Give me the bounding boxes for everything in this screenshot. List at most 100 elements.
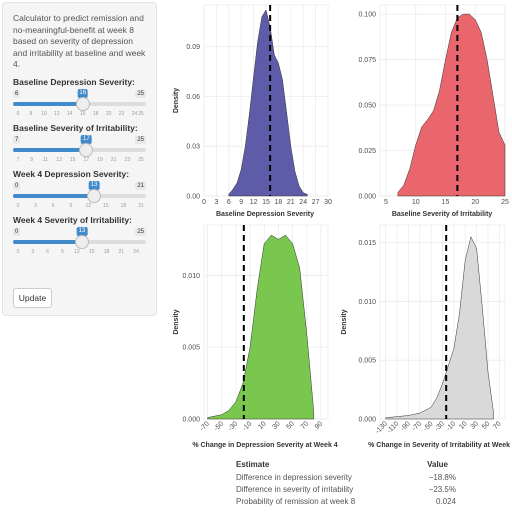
y-tick-label: 0.000 xyxy=(182,417,200,424)
slider-tick-label: 23 xyxy=(124,156,131,163)
slider-max-label: 25 xyxy=(135,227,146,236)
slider-min-label: 0 xyxy=(13,181,21,190)
y-tick-label: 0.010 xyxy=(358,299,376,306)
slider-tick-label: 22 xyxy=(118,110,125,117)
slider-tick-label: 0 xyxy=(16,248,20,255)
x-tick-label: -50 xyxy=(422,420,434,432)
update-button[interactable]: Update xyxy=(13,288,52,308)
x-tick-label: 10 xyxy=(412,199,420,206)
slider-min-label: 7 xyxy=(13,135,21,144)
x-tick-label: -50 xyxy=(213,420,225,432)
slider-tick-label: 6 xyxy=(16,110,20,117)
slider-tick-label: 25 xyxy=(138,110,144,117)
slider-tick-label: 15 xyxy=(89,248,95,255)
table-row: Difference in severity of irritability −… xyxy=(236,484,456,496)
slider-label: Week 4 Severity of Irritability: xyxy=(13,214,132,225)
x-tick-label: -10 xyxy=(241,420,253,432)
header-estimate: Estimate xyxy=(236,460,270,469)
density-area xyxy=(397,13,506,197)
y-tick-label: 0.015 xyxy=(358,240,376,247)
slider-1[interactable]: Baseline Severity of Irritability: 7 25 17 7… xyxy=(13,123,146,169)
x-tick-label: 90 xyxy=(314,420,325,431)
slider-tick-label: 20 xyxy=(105,110,112,117)
y-tick-label: 0.000 xyxy=(358,194,376,201)
x-tick-label: 30 xyxy=(324,199,332,206)
slider-handle[interactable] xyxy=(75,96,90,111)
slider-tick-label: 9 xyxy=(69,202,73,209)
y-tick-label: 0.005 xyxy=(358,358,376,365)
density-plot-1: 0.000 0.025 0.050 0.075 0.100 5 10 15 20 25 Baseli… xyxy=(358,4,509,218)
slider-tick-label: 7 xyxy=(16,156,20,163)
slider-tick-label: 9 xyxy=(30,156,34,163)
slider-group: Baseline Depression Severity: 6 25 16 6 8 10 12… xyxy=(13,77,146,261)
slider-label: Week 4 Depression Severity: xyxy=(13,168,130,179)
y-axis-title: Density xyxy=(341,309,348,334)
slider-0[interactable]: Baseline Depression Severity: 6 25 16 6 8 10 12… xyxy=(13,77,146,123)
slider-tick-label: 14 xyxy=(67,110,73,117)
slider-tick-label: 17 xyxy=(83,156,90,163)
slider-tick-label: 21 xyxy=(110,156,117,163)
x-tick-label: -110 xyxy=(386,420,401,435)
slider-3[interactable]: Week 4 Severity of Irritability: 0 25 13 0 3 6… xyxy=(13,215,146,261)
slider-tick-label: 15 xyxy=(69,156,76,163)
slider-tick-label: 12 xyxy=(54,110,60,117)
x-tick-label: 6 xyxy=(227,199,231,206)
slider-fill xyxy=(13,101,83,106)
x-tick-label: -10 xyxy=(445,420,457,432)
x-tick-label: 50 xyxy=(481,420,492,431)
slider-tick-label: 12 xyxy=(74,248,80,255)
slider-tick-label: 15 xyxy=(103,202,109,209)
slider-tick-label: 13 xyxy=(56,156,62,163)
x-tick-label: 15 xyxy=(442,199,450,206)
x-tick-label: 18 xyxy=(275,199,283,206)
x-tick-label: 10 xyxy=(257,420,268,431)
slider-value-label: 17 xyxy=(80,134,92,144)
slider-tick-label: 10 xyxy=(41,110,47,117)
table-header: Estimate Value xyxy=(236,460,456,469)
density-area xyxy=(207,234,315,420)
slider-max-label: 25 xyxy=(135,89,146,98)
x-tick-label: 20 xyxy=(471,199,479,206)
y-tick-label: 0.000 xyxy=(358,417,376,424)
x-tick-label: 9 xyxy=(239,199,243,206)
slider-tick-label: 24 xyxy=(133,248,139,255)
slider-2[interactable]: Week 4 Depression Severity: 0 21 13 0 3 6 9 12 15… xyxy=(13,169,146,215)
density-plots: 0.00 0.03 0.06 0.09 0 3 6 9 12 15 18 21 24 27 30 Baseli… xyxy=(173,4,512,449)
slider-handle[interactable] xyxy=(87,188,102,203)
row-estimate: Difference in depression severity xyxy=(236,473,352,482)
x-tick-label: 12 xyxy=(250,199,258,206)
slider-tick-label: 8 xyxy=(29,110,33,117)
y-tick-label: 0.100 xyxy=(358,12,376,19)
y-tick-label: 0.09 xyxy=(186,44,200,51)
x-tick-label: 30 xyxy=(271,420,282,431)
slider-fill xyxy=(13,193,95,198)
slider-ticks: 6 8 10 12 14 16 18 20 22 24 25 xyxy=(13,111,146,121)
x-axis-title: Baseline Depression Severity xyxy=(216,211,314,218)
slider-handle[interactable] xyxy=(74,234,89,249)
slider-tick-label: 16 xyxy=(79,110,86,117)
x-tick-label: 15 xyxy=(262,199,270,206)
x-tick-label: 50 xyxy=(286,420,297,431)
x-tick-label: 30 xyxy=(470,420,481,431)
x-tick-label: -70 xyxy=(411,420,423,432)
x-tick-label: 70 xyxy=(492,420,503,431)
sidebar-panel: Calculator to predict remission and no-m… xyxy=(2,2,157,316)
slider-tick-label: 6 xyxy=(46,248,49,255)
x-tick-label: 10 xyxy=(458,420,469,431)
slider-value-label: 16 xyxy=(77,88,89,98)
slider-label: Baseline Severity of Irritability: xyxy=(13,122,138,133)
row-value: −23.5% xyxy=(428,485,456,494)
slider-ticks: 0 3 6 9 12 15 18 21 24 xyxy=(13,249,146,259)
slider-tick-label: 25 xyxy=(138,156,144,163)
slider-handle[interactable] xyxy=(79,142,94,157)
x-axis-title: % Change in Depression Severity at Week … xyxy=(192,442,337,449)
slider-max-label: 25 xyxy=(135,135,146,144)
x-tick-label: -30 xyxy=(227,420,239,432)
density-plot-0: 0.00 0.03 0.06 0.09 0 3 6 9 12 15 18 21 24 27 30 Baseli… xyxy=(173,4,332,218)
x-tick-label: 5 xyxy=(384,199,388,206)
slider-tick-label: 11 xyxy=(42,156,48,163)
slider-min-label: 6 xyxy=(13,89,21,98)
slider-tick-label: 21 xyxy=(138,202,144,209)
table-row: Difference in depression severity −18.8% xyxy=(236,472,456,484)
